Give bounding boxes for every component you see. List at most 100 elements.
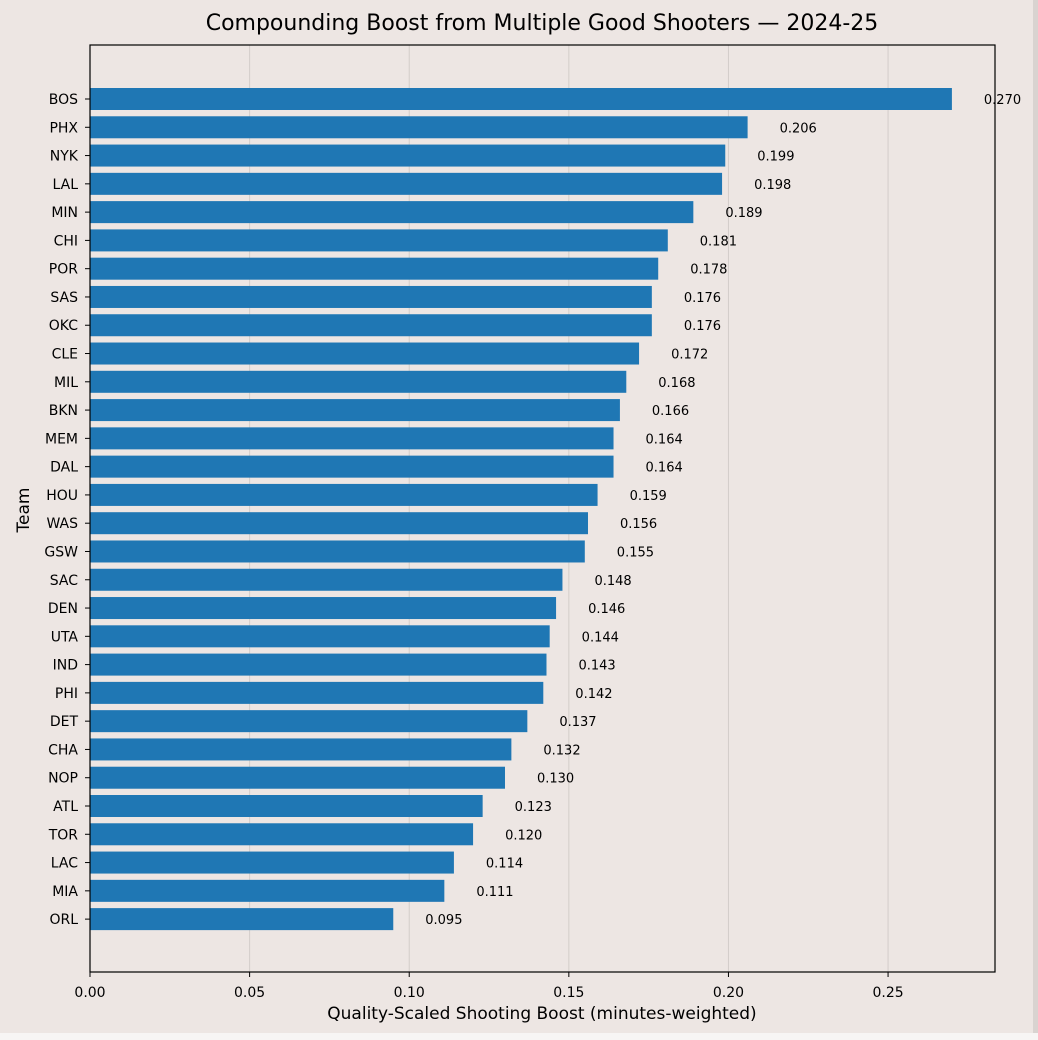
y-tick-label: SAS [50,290,78,306]
bar-ind [90,653,547,676]
bar-bkn [90,399,620,422]
x-tick-label: 0.25 [872,985,903,1001]
bar-uta [90,625,550,648]
value-label: 0.111 [476,885,513,900]
value-label: 0.144 [582,630,619,645]
value-label: 0.176 [684,291,721,306]
y-tick-label: CHA [48,742,78,758]
bar-den [90,597,557,620]
value-labels: 0.270 0.206 0.199 0.198 0.189 0.181 0.178 0.176… [425,93,1021,928]
y-tick-label: NYK [50,149,79,165]
bar-cha [90,738,512,761]
value-label: 0.198 [754,178,791,193]
window-edge [1033,0,1038,1040]
bar-lal [90,172,723,195]
y-tick-label: LAL [53,177,79,193]
value-label: 0.155 [617,545,654,560]
y-tick-label: MIL [54,375,78,391]
value-label: 0.143 [578,659,615,674]
y-tick-label: IND [53,658,78,674]
value-label: 0.270 [984,93,1021,108]
bar-tor [90,823,474,846]
value-label: 0.137 [559,715,596,730]
window-edge-bottom [0,1033,1038,1040]
plot-area [90,45,995,972]
x-axis-ticks: 0.00 0.05 0.10 0.15 0.20 0.25 [74,972,904,1001]
bars [90,88,952,931]
bar-sas [90,285,652,308]
bar-sac [90,568,563,591]
bar-mia [90,879,445,902]
value-label: 0.123 [515,800,552,815]
bar-mem [90,427,614,450]
value-label: 0.178 [690,263,727,278]
y-tick-label: POR [49,262,78,278]
bar-nop [90,766,505,789]
bar-det [90,710,528,733]
value-label: 0.189 [725,206,762,221]
value-label: 0.199 [757,150,794,165]
y-tick-label: DET [50,714,79,730]
y-tick-label: GSW [44,544,78,560]
bar-okc [90,314,652,337]
bar-bos [90,88,952,110]
value-label: 0.120 [505,828,542,843]
bar-was [90,512,588,535]
value-label: 0.130 [537,772,574,787]
value-label: 0.172 [671,348,708,363]
y-tick-label: HOU [46,488,78,504]
value-label: 0.164 [646,461,683,476]
x-tick-label: 0.15 [553,985,584,1001]
y-tick-label: BKN [49,403,78,419]
bar-phx [90,116,748,139]
value-label: 0.132 [543,743,580,758]
value-label: 0.142 [575,687,612,702]
y-tick-label: UTA [51,629,79,645]
bar-atl [90,795,483,817]
y-tick-label: PHI [55,686,78,702]
value-label: 0.181 [700,234,737,249]
bar-gsw [90,540,585,563]
y-tick-label: SAC [50,573,78,589]
bar-min [90,201,694,224]
y-tick-label: CHI [54,233,78,249]
y-tick-label: CLE [52,347,78,363]
y-tick-label: MIN [51,205,78,221]
value-label: 0.148 [594,574,631,589]
y-tick-label: DEN [48,601,78,617]
y-axis-label: Team [14,488,34,534]
bar-por [90,257,659,280]
y-tick-label: ATL [53,799,78,815]
y-tick-label: TOR [48,827,79,843]
value-label: 0.114 [486,857,523,872]
value-label: 0.156 [620,517,657,532]
value-label: 0.166 [652,404,689,419]
y-tick-label: OKC [49,318,78,334]
bar-dal [90,455,614,478]
bar-cle [90,342,640,365]
value-label: 0.176 [684,319,721,334]
value-label: 0.146 [588,602,625,617]
bar-chi [90,229,668,252]
value-label: 0.168 [658,376,695,391]
bar-nyk [90,144,726,167]
y-tick-label: MIA [52,884,78,900]
bar-phi [90,681,544,704]
x-tick-label: 0.05 [234,985,265,1001]
y-tick-label: LAC [51,856,78,872]
y-tick-label: BOS [49,92,78,108]
y-tick-label: WAS [46,516,78,532]
bar-lac [90,851,454,874]
value-label: 0.095 [425,913,462,928]
x-axis-label: Quality-Scaled Shooting Boost (minutes-w… [327,1004,756,1024]
x-tick-label: 0.00 [74,985,105,1001]
x-tick-label: 0.20 [713,985,744,1001]
value-label: 0.164 [646,432,683,447]
plot-frame [89,44,996,973]
y-axis-ticks: BOS PHX NYK LAL MIN CHI POR SAS OKC CLE MIL BKN MEM D… [44,92,90,928]
value-label: 0.206 [780,121,817,136]
y-tick-label: DAL [50,460,78,476]
chart-title: Compounding Boost from Multiple Good Sho… [206,11,879,36]
